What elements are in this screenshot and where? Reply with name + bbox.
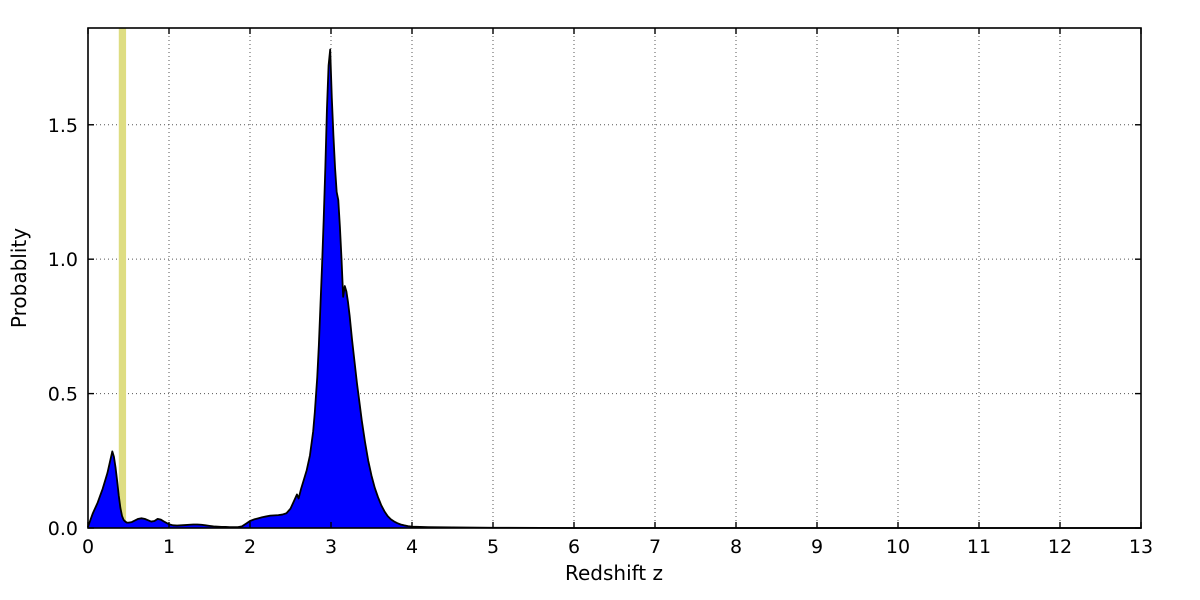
plot-background <box>88 28 1141 528</box>
highlight-band <box>118 28 127 528</box>
annotation-layer <box>118 28 127 528</box>
x-tick-label: 4 <box>406 536 418 558</box>
x-tick-label: 0 <box>82 536 94 558</box>
x-axis-ticks <box>87 28 1142 528</box>
x-axis-tick-labels: 0 1 2 3 4 5 6 7 8 9 10 11 12 13 <box>82 536 1153 558</box>
y-tick-label: 0.5 <box>48 384 78 406</box>
series-area-0 <box>88 49 1141 528</box>
x-tick-label: 8 <box>730 536 742 558</box>
y-tick-label: 1.0 <box>48 249 78 271</box>
y-tick-label: 0.0 <box>48 518 78 540</box>
x-tick-label: 7 <box>649 536 661 558</box>
x-tick-label: 9 <box>811 536 823 558</box>
y-axis-label: Probablity <box>7 228 31 328</box>
data-series-layer <box>87 48 1142 529</box>
x-tick-label: 10 <box>886 536 910 558</box>
x-tick-label: 5 <box>487 536 499 558</box>
x-tick-label: 3 <box>325 536 337 558</box>
x-tick-label: 12 <box>1048 536 1072 558</box>
x-tick-label: 1 <box>163 536 175 558</box>
plot-frame <box>87 27 1142 529</box>
y-tick-label: 1.5 <box>48 115 78 137</box>
x-tick-label: 6 <box>568 536 580 558</box>
y-axis-ticks <box>88 124 1141 529</box>
y-axis-tick-labels: 0.0 0.5 1.0 1.5 <box>48 115 78 540</box>
x-tick-label: 13 <box>1129 536 1153 558</box>
x-tick-label: 11 <box>967 536 991 558</box>
x-tick-label: 2 <box>244 536 256 558</box>
series-outline-0 <box>87 48 1142 529</box>
x-axis-label: Redshift z <box>565 561 663 585</box>
